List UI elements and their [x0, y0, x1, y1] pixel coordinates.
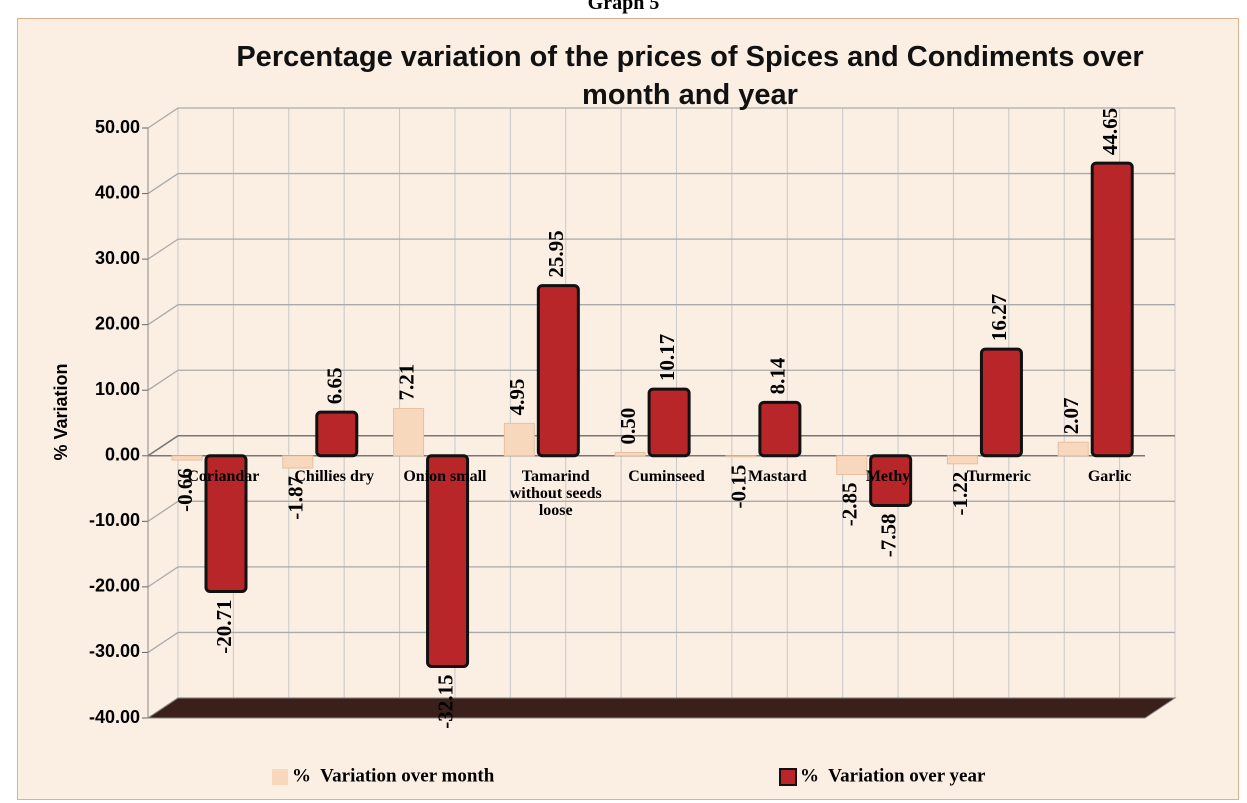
value-label: -0.15: [727, 465, 751, 509]
bar: [946, 455, 978, 465]
side-wall: [147, 107, 179, 719]
bar: [204, 454, 248, 594]
chart-title: Percentage variation of the prices of Sp…: [236, 41, 1144, 111]
bar: [614, 452, 646, 457]
bar: [393, 408, 425, 457]
value-label: 6.65: [323, 367, 347, 404]
bar: [758, 400, 802, 458]
x-tick-label: Tamarind without seeds loose: [509, 467, 602, 519]
grid-line: [147, 172, 1175, 195]
x-tick-label: Methy: [865, 467, 911, 485]
legend-label: % Variation over year: [800, 765, 986, 786]
value-label: -1.87: [284, 476, 308, 520]
value-label: 2.07: [1059, 397, 1083, 434]
value-label: 7.21: [394, 364, 418, 401]
y-tick-label: 40.00: [95, 182, 140, 202]
x-tick-label: Coriandar: [187, 467, 260, 485]
y-tick-label: -40.00: [89, 707, 140, 727]
grid-line: [147, 369, 1175, 391]
x-tick-label: Garlic: [1087, 467, 1132, 485]
value-label: -0.66: [173, 468, 197, 512]
value-label: 44.65: [1098, 108, 1122, 155]
grid-line: [147, 304, 1175, 326]
legend-swatch: [272, 769, 288, 785]
value-label: 25.95: [544, 230, 568, 277]
graph-header: Graph 5: [587, 0, 660, 14]
zero-line: [147, 435, 1175, 457]
y-tick-label: -30.00: [89, 641, 140, 661]
x-tick-label: Onion small: [403, 467, 487, 485]
value-label: -1.22: [948, 472, 972, 516]
value-label: 10.17: [655, 334, 679, 381]
bar: [836, 455, 868, 475]
bar: [426, 454, 470, 669]
y-tick-label: 10.00: [95, 379, 140, 399]
legend-swatch: [779, 768, 797, 786]
grid-line: [147, 566, 1175, 588]
bar: [1057, 441, 1089, 457]
value-label: 4.95: [505, 379, 529, 416]
bar: [315, 410, 359, 458]
bar: [503, 422, 535, 457]
y-tick-label: 20.00: [95, 313, 140, 333]
bar: [979, 347, 1023, 458]
x-tick-label: Cuminseed: [628, 467, 705, 485]
y-tick-label: -20.00: [89, 576, 140, 596]
value-label: -20.71: [212, 600, 236, 654]
grid-line: [147, 107, 1175, 129]
bar: [171, 455, 203, 461]
x-tick-label: Chillies dry: [294, 467, 374, 485]
legend-label: % Variation over month: [292, 765, 495, 786]
y-tick-label: 50.00: [95, 117, 140, 137]
y-axis-label: % Variation: [51, 363, 71, 460]
bar: [282, 455, 314, 469]
bar: [1090, 161, 1134, 458]
y-tick-label: 30.00: [95, 248, 140, 268]
value-label: 8.14: [766, 357, 790, 394]
x-tick-label: Turmeric: [966, 467, 1031, 485]
y-tick-label: 0.00: [105, 445, 140, 465]
x-tick-label: Mastard: [747, 467, 807, 485]
value-label: -32.15: [433, 675, 457, 729]
grid-line: [147, 631, 1175, 653]
value-label: -2.85: [837, 482, 861, 526]
value-label: 16.27: [987, 294, 1011, 341]
bar: [647, 387, 691, 458]
value-label: -7.58: [876, 513, 900, 557]
bar: [869, 454, 913, 507]
bar: [536, 284, 580, 458]
grid-line: [147, 500, 1175, 522]
y-tick-label: -10.00: [89, 510, 140, 530]
bar: [725, 455, 757, 458]
grid-line: [147, 238, 1175, 260]
floor: [146, 697, 1177, 719]
value-label: 0.50: [616, 408, 640, 445]
